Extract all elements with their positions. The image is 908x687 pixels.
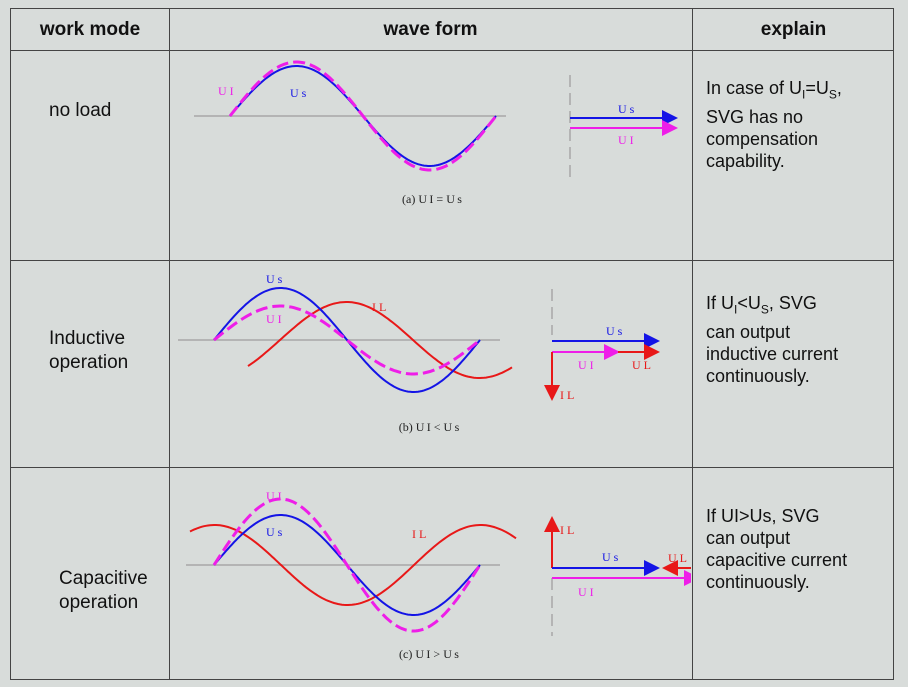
divider (692, 9, 693, 679)
label-us: U s (266, 525, 283, 539)
phasor-label-ui: U I (578, 358, 594, 372)
phasor-label-ul: U L (668, 551, 687, 565)
phasor-label-ui: U I (578, 585, 594, 599)
label-us: U s (266, 272, 283, 286)
explain-text: continuously. (706, 365, 810, 386)
explain-text: , (836, 78, 842, 98)
caption: (c) U I > U s (399, 647, 459, 661)
explain-subscript: I (802, 87, 806, 102)
mode-inductive-line2: operation (49, 352, 129, 373)
explain-capacitive: If UI>Us, SVG can output capacitive curr… (706, 505, 886, 593)
phasor-label-ul: U L (632, 358, 651, 372)
explain-subscript: I (734, 302, 738, 317)
explain-text: SVG has no (706, 106, 804, 127)
divider (11, 467, 893, 468)
explain-text: compensation (706, 128, 819, 149)
divider (11, 50, 893, 51)
mode-capacitive-line2: operation (59, 592, 139, 613)
il-waveform (189, 524, 517, 606)
mode-table: work mode wave form explain no load Indu… (10, 8, 894, 680)
explain-subscript: S (760, 302, 769, 317)
label-us: U s (290, 86, 307, 100)
explain-text: continuously. (706, 572, 810, 592)
phasor-label-us: U s (618, 102, 635, 116)
diagram-inductive: U s U I I L U s U I U L I L (b) U I < U … (178, 272, 660, 434)
mode-capacitive-line1: Capacitive (59, 568, 148, 589)
explain-subscript: S (828, 87, 837, 102)
explain-text: , SVG (768, 293, 817, 313)
phasor-label-us: U s (602, 550, 619, 564)
explain-text: inductive current (706, 343, 839, 364)
header-wave-form: wave form (383, 18, 478, 40)
header-explain: explain (760, 18, 827, 40)
ui-waveform (228, 60, 498, 172)
explain-text: <U (737, 293, 761, 313)
il-waveform (247, 301, 513, 379)
diagram-no-load: U I U s U s U I (a) U I = U s (194, 60, 678, 206)
mode-no-load: no load (49, 100, 112, 121)
explain-text: If U (706, 293, 735, 313)
label-ui: U I (266, 312, 282, 326)
mode-inductive: Inductive operation (49, 327, 128, 375)
label-ui: U I (266, 489, 282, 503)
explain-text: capacitive current (706, 550, 848, 570)
ui-waveform (213, 304, 481, 376)
us-waveform (213, 287, 481, 393)
explain-text: If UI>Us, SVG (706, 506, 820, 526)
mode-inductive-line1: Inductive (49, 328, 126, 349)
phasor-label-il: I L (560, 388, 574, 402)
divider (11, 260, 893, 261)
explain-text: can output (706, 528, 791, 548)
divider (169, 9, 170, 679)
explain-text: In case of U (706, 78, 803, 98)
label-il: I L (412, 527, 426, 541)
phasor-label-us: U s (606, 324, 623, 338)
explain-no-load: In case of UI=US, SVG has no compensatio… (706, 77, 886, 172)
caption: (a) U I = U s (402, 192, 462, 206)
label-ui: U I (218, 84, 234, 98)
explain-text: capability. (706, 150, 785, 171)
diagram-capacitive: U I U s I L I L U s U L U I (c) U I > U … (186, 489, 691, 661)
explain-text: can output (706, 321, 791, 342)
caption: (b) U I < U s (399, 420, 460, 434)
explain-inductive: If UI<US, SVG can output inductive curre… (706, 292, 886, 387)
ui-waveform (212, 497, 482, 633)
explain-text: =U (805, 78, 829, 98)
header-work-mode: work mode (39, 18, 141, 40)
mode-capacitive: Capacitive operation (59, 567, 148, 615)
phasor-label-il: I L (560, 523, 574, 537)
label-il: I L (372, 300, 386, 314)
phasor-label-ui: U I (618, 133, 634, 147)
